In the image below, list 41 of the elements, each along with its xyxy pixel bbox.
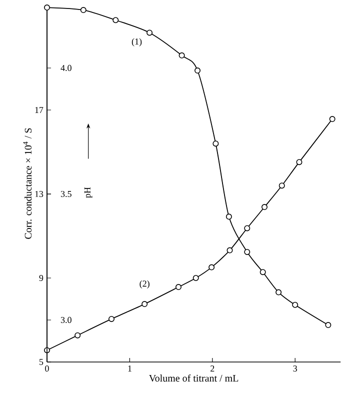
- series-label: (2): [140, 280, 150, 288]
- point: [146, 30, 153, 36]
- point: [176, 284, 182, 290]
- point: [108, 316, 115, 322]
- series-label: (1): [132, 38, 142, 46]
- point: [244, 248, 250, 255]
- point: [44, 4, 50, 11]
- y-axis-title: Corr. conductance × 10$^{4}$ / S: [23, 128, 32, 239]
- y-tick-label: 13: [35, 190, 44, 198]
- point: [194, 68, 201, 74]
- x-tick-label: 1: [128, 366, 132, 372]
- point: [325, 322, 332, 328]
- point: [262, 204, 268, 210]
- point: [208, 264, 215, 270]
- y2-tick-label: 3.0: [60, 316, 72, 324]
- point: [226, 247, 233, 254]
- point: [329, 116, 336, 122]
- y-tick-label: 5: [39, 359, 44, 365]
- y-tick-label: 9: [39, 274, 44, 282]
- point: [112, 17, 119, 24]
- point: [226, 214, 232, 220]
- y2-axis-title: pH: [84, 187, 92, 198]
- y2-tick-label: 3.5: [60, 190, 72, 198]
- point: [142, 301, 148, 308]
- point: [80, 7, 86, 14]
- x-tick-label: 3: [293, 366, 298, 372]
- x-tick-label: 0: [45, 366, 49, 372]
- point: [278, 182, 285, 189]
- y2-tick-label: 4.0: [60, 64, 72, 72]
- point: [276, 289, 282, 296]
- point: [260, 269, 266, 276]
- point: [292, 302, 298, 308]
- point: [74, 332, 81, 338]
- x-tick-label: 2: [210, 366, 214, 372]
- point: [178, 52, 185, 58]
- point: [192, 274, 199, 281]
- point: [296, 159, 302, 166]
- point: [212, 140, 219, 147]
- y-tick-label: 17: [35, 107, 44, 113]
- point: [244, 225, 250, 232]
- x-axis-title: Volume of titrant / mL: [149, 374, 238, 382]
